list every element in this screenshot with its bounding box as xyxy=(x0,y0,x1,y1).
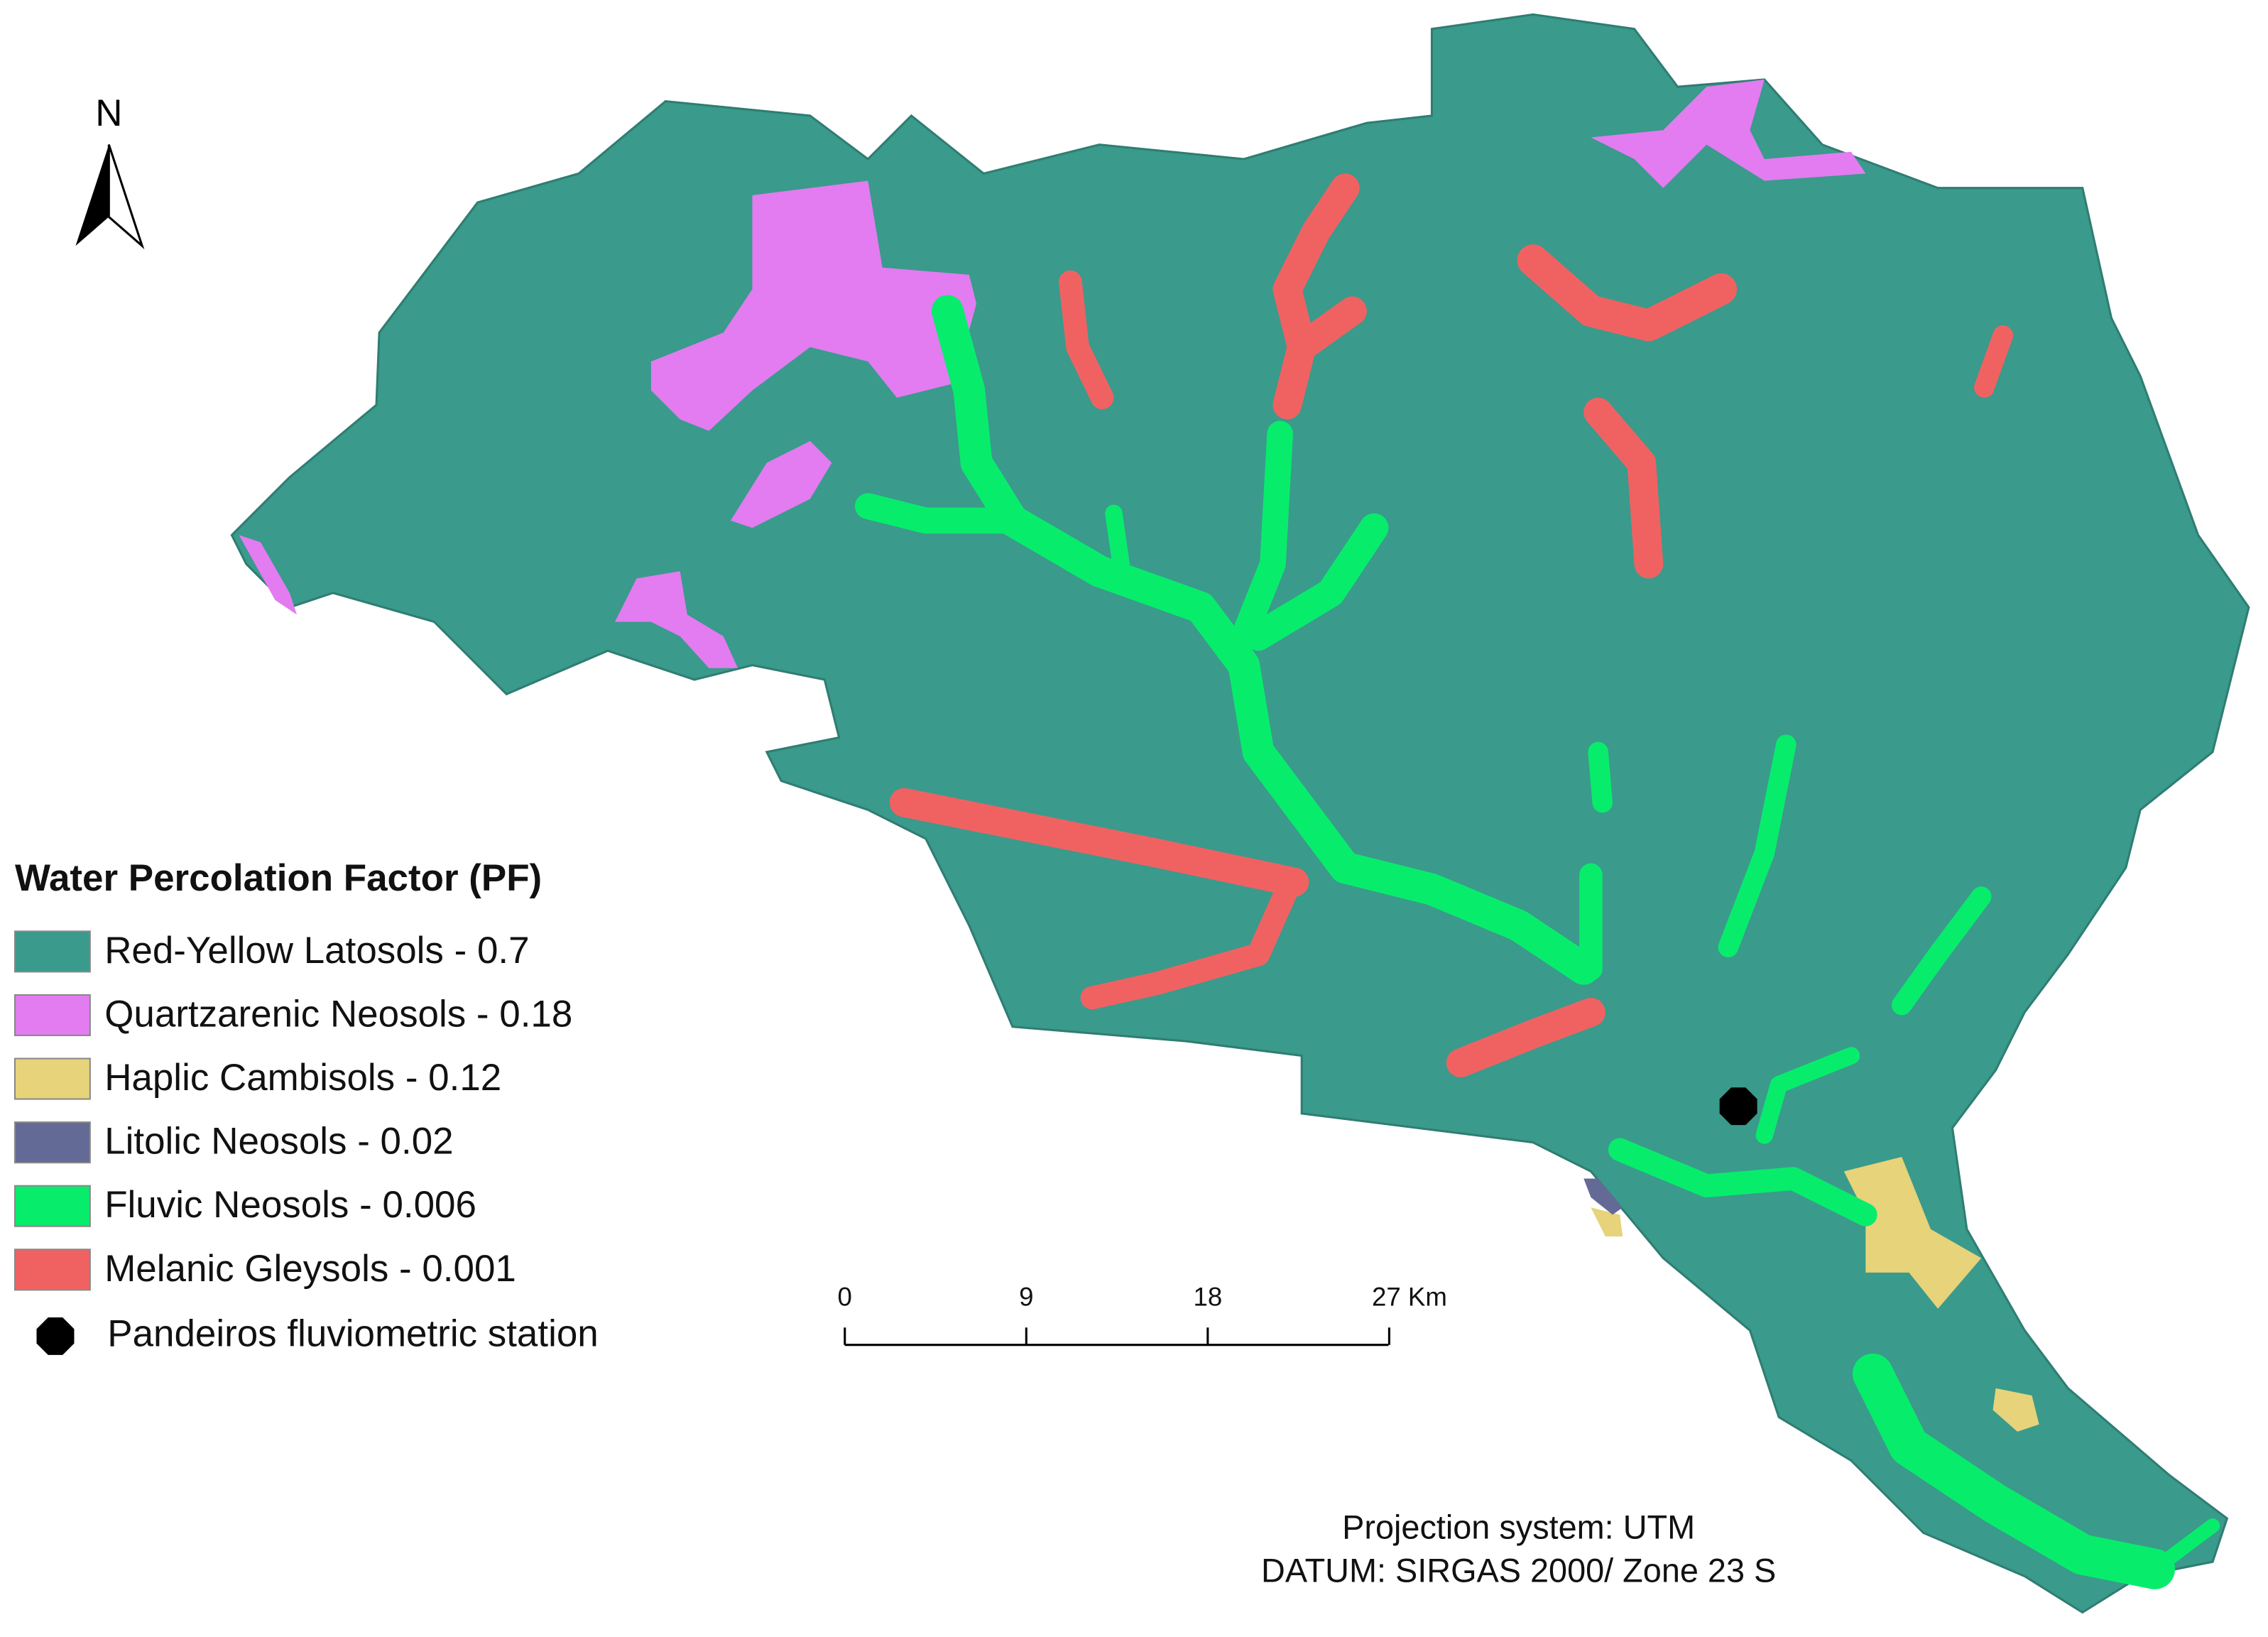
station-marker xyxy=(1719,1087,1757,1126)
legend-title: Water Percolation Factor (PF) xyxy=(15,857,542,899)
north-arrow xyxy=(107,144,145,249)
fluvic-river xyxy=(931,295,1600,985)
cambisol-area xyxy=(1843,1156,1982,1309)
fluvic-river xyxy=(2147,1518,2220,1577)
projection-text: DATUM: SIRGAS 2000/ Zone 23 S xyxy=(1261,1552,1776,1589)
quartzarenic-area xyxy=(730,441,832,528)
legend-swatch xyxy=(13,930,91,973)
melanic-strip xyxy=(1446,997,1605,1077)
melanic-strip xyxy=(1287,296,1367,362)
legend-label: Pandeiros fluviometric station xyxy=(107,1312,598,1354)
melanic-strip xyxy=(1583,397,1664,579)
quartzarenic-area xyxy=(1591,79,1866,188)
fluvic-rivers xyxy=(855,295,2220,1589)
melanic-strip xyxy=(1059,270,1114,410)
fluvic-river xyxy=(1755,1047,1860,1144)
projection-text: Projection system: UTM xyxy=(1342,1509,1695,1546)
legend-station-symbol xyxy=(36,1317,75,1355)
fluvic-river xyxy=(1891,886,1992,1016)
litolic-area xyxy=(1583,1178,1623,1215)
scale-label: 27 Km xyxy=(1372,1283,1447,1312)
north-arrow xyxy=(75,144,109,246)
legend-swatch xyxy=(13,1249,91,1291)
cambisol-area xyxy=(1992,1388,2039,1432)
legend-swatch xyxy=(13,1185,91,1227)
scale-bar: 0 9 18 27 Km xyxy=(838,1283,1447,1347)
fluvic-river xyxy=(1608,1138,1877,1227)
cambisol-area xyxy=(1591,1207,1623,1236)
melanic-strip xyxy=(1272,173,1360,420)
legend-swatch xyxy=(13,1057,91,1100)
legend-label: Melanic Gleysols - 0.001 xyxy=(104,1248,516,1290)
melanic-strip xyxy=(1974,325,2014,398)
quartzarenic-area xyxy=(650,180,977,431)
legend-swatch xyxy=(13,994,91,1036)
quartzarenic-area xyxy=(614,571,738,668)
legend-swatch xyxy=(13,1121,91,1164)
scale-label: 0 xyxy=(838,1283,852,1312)
fluvic-river xyxy=(1853,1353,2176,1589)
melanic-strip xyxy=(1080,877,1299,1010)
scale-label: 9 xyxy=(1019,1283,1033,1312)
scale-label: 18 xyxy=(1193,1283,1222,1312)
legend-label: Quartzarenic Neosols - 0.18 xyxy=(104,993,572,1035)
fluvic-river xyxy=(1231,420,1293,650)
legend-label: Fluvic Neosols - 0.006 xyxy=(104,1184,476,1226)
legend-label: Red-Yellow Latosols - 0.7 xyxy=(104,930,529,972)
north-label: N xyxy=(95,92,122,134)
legend: Red-Yellow Latosols - 0.7 Quartzarenic Ne… xyxy=(13,930,599,1355)
melanic-rivers xyxy=(889,173,2014,1077)
fluvic-river xyxy=(1105,504,1130,573)
fluvic-river xyxy=(1718,734,1797,957)
fluvic-river xyxy=(855,493,1026,534)
legend-label: Litolic Neosols - 0.02 xyxy=(104,1121,453,1163)
fluvic-river xyxy=(1588,741,1613,813)
fluvic-river xyxy=(1243,513,1389,651)
quartzarenic-area xyxy=(239,535,298,615)
melanic-strip xyxy=(1517,244,1738,342)
melanic-strip xyxy=(889,788,1309,897)
basin xyxy=(230,13,2250,1614)
legend-label: Haplic Cambisols - 0.12 xyxy=(104,1057,501,1099)
